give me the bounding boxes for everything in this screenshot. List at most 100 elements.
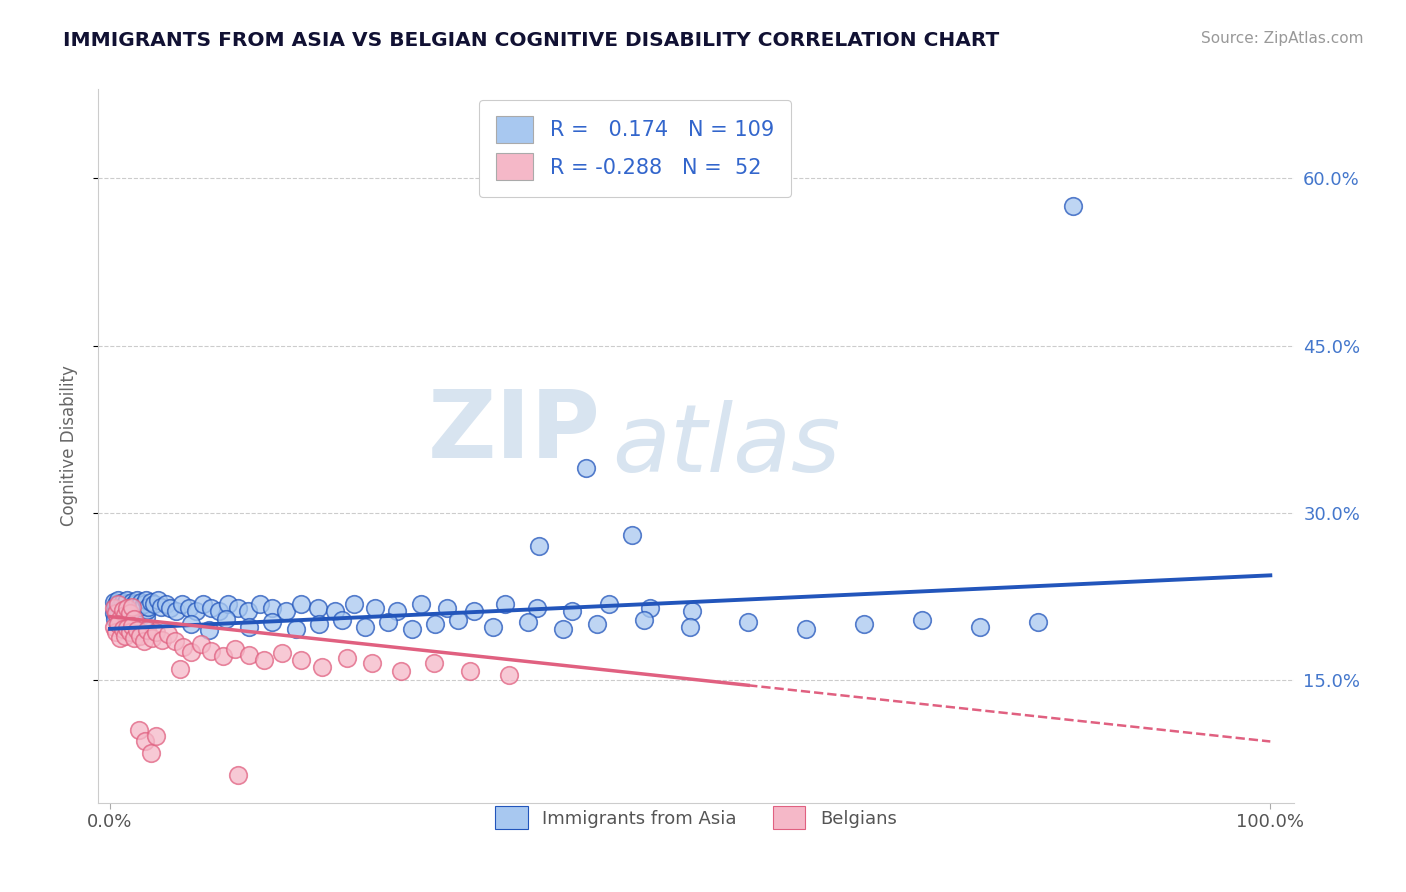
Point [124, 609, 146, 624]
Text: Source: ZipAtlas.com: Source: ZipAtlas.com [1201, 31, 1364, 46]
Point [141, 631, 163, 645]
Point [134, 605, 156, 619]
Point [184, 604, 207, 618]
Point [586, 617, 609, 632]
Point [114, 598, 136, 612]
Point [139, 595, 162, 609]
Point [1062, 199, 1084, 213]
Point [737, 615, 759, 630]
Point [115, 600, 138, 615]
Point [150, 633, 173, 648]
Point [236, 604, 259, 618]
Text: ZIP: ZIP [427, 385, 600, 478]
Point [104, 612, 127, 626]
Point [422, 657, 444, 671]
Point [200, 600, 222, 615]
Point [389, 664, 412, 678]
Point [238, 619, 260, 633]
Point [270, 646, 292, 660]
Point [526, 600, 548, 615]
Point [135, 592, 157, 607]
Point [177, 600, 200, 615]
Point [127, 600, 149, 615]
Point [276, 604, 298, 618]
Point [482, 619, 505, 633]
Point [180, 617, 202, 632]
Point [290, 598, 312, 612]
Point [104, 598, 127, 612]
Point [128, 723, 150, 738]
Point [224, 642, 246, 657]
Point [132, 634, 155, 648]
Point [191, 598, 214, 612]
Point [401, 622, 423, 636]
Point [633, 613, 655, 627]
Point [679, 619, 702, 633]
Point [104, 607, 127, 621]
Point [343, 598, 366, 612]
Point [118, 625, 141, 640]
Point [447, 613, 470, 627]
Point [136, 623, 159, 637]
Point [498, 667, 520, 681]
Point [516, 615, 538, 630]
Point [131, 595, 153, 609]
Point [911, 613, 934, 627]
Point [117, 592, 139, 607]
Point [118, 607, 141, 621]
Point [226, 768, 249, 782]
Y-axis label: Cognitive Disability: Cognitive Disability [59, 366, 77, 526]
Point [969, 619, 991, 633]
Point [284, 622, 307, 636]
Point [131, 603, 153, 617]
Point [163, 634, 186, 648]
Point [354, 619, 377, 633]
Point [134, 734, 156, 748]
Point [128, 599, 150, 614]
Point [121, 599, 143, 614]
Point [112, 603, 135, 617]
Point [108, 598, 131, 612]
Point [638, 600, 661, 615]
Point [529, 539, 551, 553]
Point [132, 600, 155, 615]
Point [1026, 615, 1049, 630]
Point [124, 603, 146, 617]
Point [111, 595, 134, 609]
Point [385, 604, 408, 618]
Point [226, 600, 249, 615]
Point [124, 612, 146, 626]
Point [105, 608, 128, 623]
Point [682, 604, 704, 618]
Point [494, 598, 516, 612]
Point [598, 598, 620, 612]
Point [143, 598, 166, 612]
Point [111, 603, 134, 617]
Point [377, 615, 399, 630]
Point [363, 600, 385, 615]
Point [621, 528, 644, 542]
Point [561, 604, 583, 618]
Point [132, 598, 155, 612]
Point [211, 648, 233, 663]
Point [103, 595, 125, 609]
Point [120, 607, 142, 622]
Point [262, 615, 284, 630]
Point [104, 625, 127, 640]
Point [794, 622, 817, 636]
Point [111, 607, 134, 621]
Point [409, 598, 432, 612]
Point [111, 622, 134, 636]
Point [323, 604, 346, 618]
Point [308, 617, 330, 632]
Point [159, 600, 181, 615]
Point [458, 664, 481, 678]
Point [110, 612, 132, 626]
Point [129, 609, 152, 624]
Point [107, 592, 129, 607]
Point [170, 598, 193, 612]
Point [125, 607, 148, 622]
Point [107, 598, 129, 612]
Point [200, 644, 222, 658]
Point [117, 621, 139, 635]
